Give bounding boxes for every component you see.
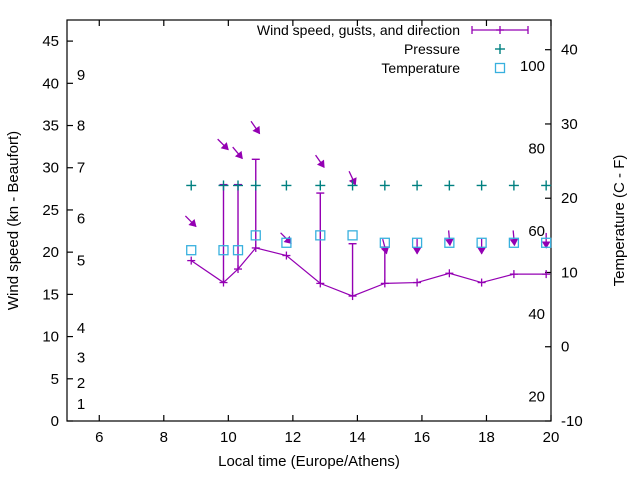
temperature-marker: [347, 230, 358, 241]
legend-sample-marker: [494, 62, 506, 74]
pressure-marker: [233, 180, 244, 191]
temperature-marker: [411, 237, 423, 248]
axis-titles: Local time (Europe/Athens) Wind speed (kn…: [5, 131, 628, 470]
y2-tick-label: 30: [561, 116, 578, 133]
beaufort-label: 6: [77, 210, 85, 227]
wind-direction-arrow: [232, 146, 243, 160]
x-tick-label: 8: [160, 429, 168, 446]
beaufort-label: 7: [77, 160, 85, 177]
x-tick-label: 6: [95, 429, 103, 446]
fahrenheit-scale-labels: 20 40 60 80 100: [520, 58, 545, 405]
beaufort-label: 9: [77, 67, 85, 84]
plot-border: [66, 19, 552, 422]
x-axis-ticks: 6 8 10 12 14 16 18 20: [95, 20, 559, 446]
wind-direction-arrow: [250, 120, 261, 135]
wind-direction-arrow: [541, 232, 551, 249]
beaufort-label: 1: [77, 396, 85, 413]
arrow-head: [316, 159, 325, 168]
legend: Wind speed, gusts, and direction Pressure…: [257, 22, 529, 76]
legend-label: Wind speed, gusts, and direction: [257, 22, 460, 38]
beaufort-label: 8: [77, 118, 85, 135]
pressure-marker: [508, 180, 519, 191]
y-tick-label: 0: [51, 413, 59, 430]
pressure-marker: [347, 180, 358, 191]
pressure-marker: [444, 180, 455, 191]
fahrenheit-label: 20: [528, 388, 545, 405]
beaufort-label: 3: [77, 350, 85, 367]
y2-axis-ticks: -10 0 10 20 30 40: [545, 42, 583, 430]
beaufort-label: 4: [77, 320, 85, 337]
y-tick-label: 40: [42, 75, 59, 92]
temperature-marker: [186, 245, 197, 256]
temperature-marker: [281, 237, 292, 248]
y2-axis-title: Temperature (C - F): [611, 155, 628, 287]
y-axis-ticks: 0 5 10 15 20 25 30 35 40 45: [42, 33, 73, 430]
legend-label: Temperature: [381, 60, 460, 76]
pressure-marker: [541, 180, 552, 191]
x-tick-label: 20: [543, 429, 560, 446]
y-tick-label: 30: [42, 160, 59, 177]
arrow-head: [541, 241, 551, 249]
pressure-marker: [186, 180, 197, 191]
fahrenheit-label: 80: [528, 140, 545, 157]
y-tick-label: 25: [42, 202, 59, 219]
temperature-marker: [508, 237, 520, 248]
beaufort-scale-labels: 1 2 3 4 5 6 7 8 9: [77, 67, 85, 413]
temperature-marker: [444, 237, 455, 248]
y2-tick-label: -10: [561, 413, 583, 430]
wind-direction-arrow: [315, 154, 325, 168]
pressure-marker: [315, 180, 326, 191]
arrow-head: [188, 218, 197, 228]
x-tick-label: 16: [414, 429, 431, 446]
legend-label: Pressure: [404, 41, 460, 57]
pressure-marker: [281, 180, 292, 191]
pressure-marker: [218, 180, 229, 191]
y2-tick-label: 10: [561, 264, 578, 281]
temperature-marker: [379, 237, 390, 248]
temperature-marker: [232, 245, 244, 256]
arrow-head: [220, 142, 229, 151]
arrow-head: [509, 238, 519, 247]
y-tick-label: 35: [42, 118, 59, 135]
beaufort-label: 5: [77, 253, 85, 270]
y-tick-label: 45: [42, 33, 59, 50]
temperature-marker: [541, 237, 552, 248]
pressure-marker: [412, 180, 423, 191]
y-axis-title: Wind speed (kn - Beaufort): [5, 131, 22, 310]
x-tick-label: 10: [220, 429, 237, 446]
x-axis-title: Local time (Europe/Athens): [218, 453, 400, 470]
y2-tick-label: 20: [561, 190, 578, 207]
y2-tick-label: 0: [561, 339, 569, 356]
temperature-series: [186, 230, 552, 256]
temperature-marker: [218, 245, 229, 256]
y-tick-label: 5: [51, 371, 59, 388]
fahrenheit-label: 100: [520, 58, 545, 75]
arrow-head: [252, 125, 261, 135]
y2-tick-label: 40: [561, 42, 578, 59]
fahrenheit-label: 60: [528, 223, 545, 240]
temperature-marker: [250, 230, 261, 241]
temperature-marker: [476, 237, 487, 248]
x-tick-label: 14: [349, 429, 366, 446]
arrow-head: [234, 150, 243, 160]
x-tick-label: 18: [478, 429, 495, 446]
pressure-marker: [379, 180, 390, 191]
plot-frame: [66, 19, 552, 422]
wind-direction-arrow: [217, 138, 229, 151]
pressure-marker: [250, 180, 261, 191]
arrow-head: [445, 238, 454, 247]
wind-direction-arrows: [184, 120, 551, 255]
wind-direction-arrow: [184, 215, 197, 228]
y-tick-label: 15: [42, 286, 59, 303]
x-tick-label: 12: [285, 429, 302, 446]
y-tick-label: 10: [42, 329, 59, 346]
y-tick-label: 20: [42, 244, 59, 261]
beaufort-label: 2: [77, 375, 85, 392]
fahrenheit-label: 40: [528, 306, 545, 323]
pressure-series: [186, 180, 552, 191]
temperature-marker: [315, 230, 326, 241]
pressure-marker: [476, 180, 487, 191]
